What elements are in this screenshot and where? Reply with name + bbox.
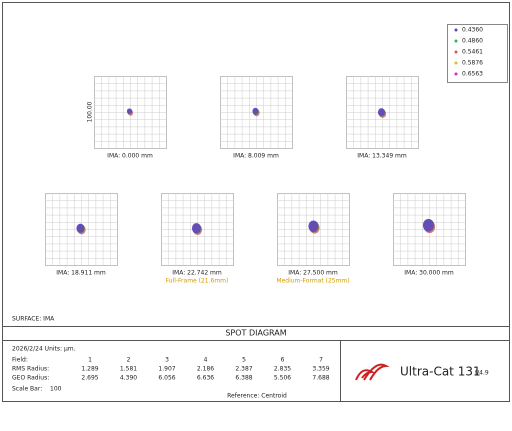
scale-label: 100.00 xyxy=(87,101,94,122)
legend-label: 0.5876 xyxy=(462,60,483,67)
legend-label: 0.4360 xyxy=(462,27,483,34)
spot xyxy=(126,108,132,115)
cell: 2.695 xyxy=(81,375,98,382)
legend-label: 0.6563 xyxy=(462,71,483,78)
cell: 7.688 xyxy=(312,375,329,382)
legend-marker xyxy=(454,39,458,43)
scale-bar-label: Scale Bar: xyxy=(12,386,42,393)
plot-label: IMA: 13.349 mm xyxy=(357,153,407,160)
scale-bar-value: 100 xyxy=(50,386,62,393)
cell: 5.506 xyxy=(274,375,291,382)
spot xyxy=(308,220,319,232)
reference: Reference: Centroid xyxy=(227,393,287,400)
cell: 2.835 xyxy=(274,366,291,373)
row-label: Field: xyxy=(12,357,28,364)
cell: 2.387 xyxy=(235,366,252,373)
spot xyxy=(422,218,434,232)
plot-note: Full-Frame (21.6mm) xyxy=(166,278,229,285)
legend-marker xyxy=(454,72,458,76)
legend-label: 0.4860 xyxy=(462,38,483,45)
frame xyxy=(2,2,510,402)
legend-marker xyxy=(454,61,458,65)
cell: 3 xyxy=(165,357,169,364)
cell: 4.390 xyxy=(120,375,137,382)
spot xyxy=(191,223,201,234)
cell: 1.907 xyxy=(158,366,175,373)
surface-label: SURFACE: IMA xyxy=(12,316,55,323)
cell: 6.636 xyxy=(197,375,214,382)
info: 2026/2/24 Units: µm. xyxy=(12,346,76,353)
spot xyxy=(76,223,85,233)
row-label: GEO Radius: xyxy=(12,375,49,382)
cell: 6.388 xyxy=(235,375,252,382)
spot xyxy=(377,108,385,117)
row-label: RMS Radius: xyxy=(12,366,49,373)
cell: 2.186 xyxy=(197,366,214,373)
cell: 5 xyxy=(242,357,246,364)
legend-box xyxy=(447,24,508,83)
title: SPOT DIAGRAM xyxy=(225,329,286,338)
plot-label: IMA: 0.000 mm xyxy=(107,153,153,160)
plot-label: IMA: 18.911 mm xyxy=(56,270,106,277)
cell: 3.359 xyxy=(312,366,329,373)
legend-label: 0.5461 xyxy=(462,49,483,56)
plot-label: IMA: 22.742 mm xyxy=(172,270,222,277)
logo xyxy=(355,363,390,381)
plot-note: Medium-Format (25mm) xyxy=(276,278,349,285)
cell: 2 xyxy=(127,357,131,364)
cell: 4 xyxy=(204,357,208,364)
focal-ratio: f/4.9 xyxy=(475,370,489,377)
cell: 6.056 xyxy=(158,375,175,382)
plot-label: IMA: 27.500 mm xyxy=(288,270,338,277)
cell: 1 xyxy=(88,357,92,364)
plot-label: IMA: 8.009 mm xyxy=(233,153,279,160)
legend-marker xyxy=(454,50,458,54)
cell: 1.289 xyxy=(81,366,98,373)
legend-marker xyxy=(454,28,458,32)
product-name: Ultra-Cat 131 xyxy=(400,365,481,379)
cell: 1.581 xyxy=(120,366,137,373)
plot-label: IMA: 30.000 mm xyxy=(404,270,454,277)
spot xyxy=(252,107,259,115)
cell: 7 xyxy=(319,357,323,364)
cell: 6 xyxy=(281,357,285,364)
